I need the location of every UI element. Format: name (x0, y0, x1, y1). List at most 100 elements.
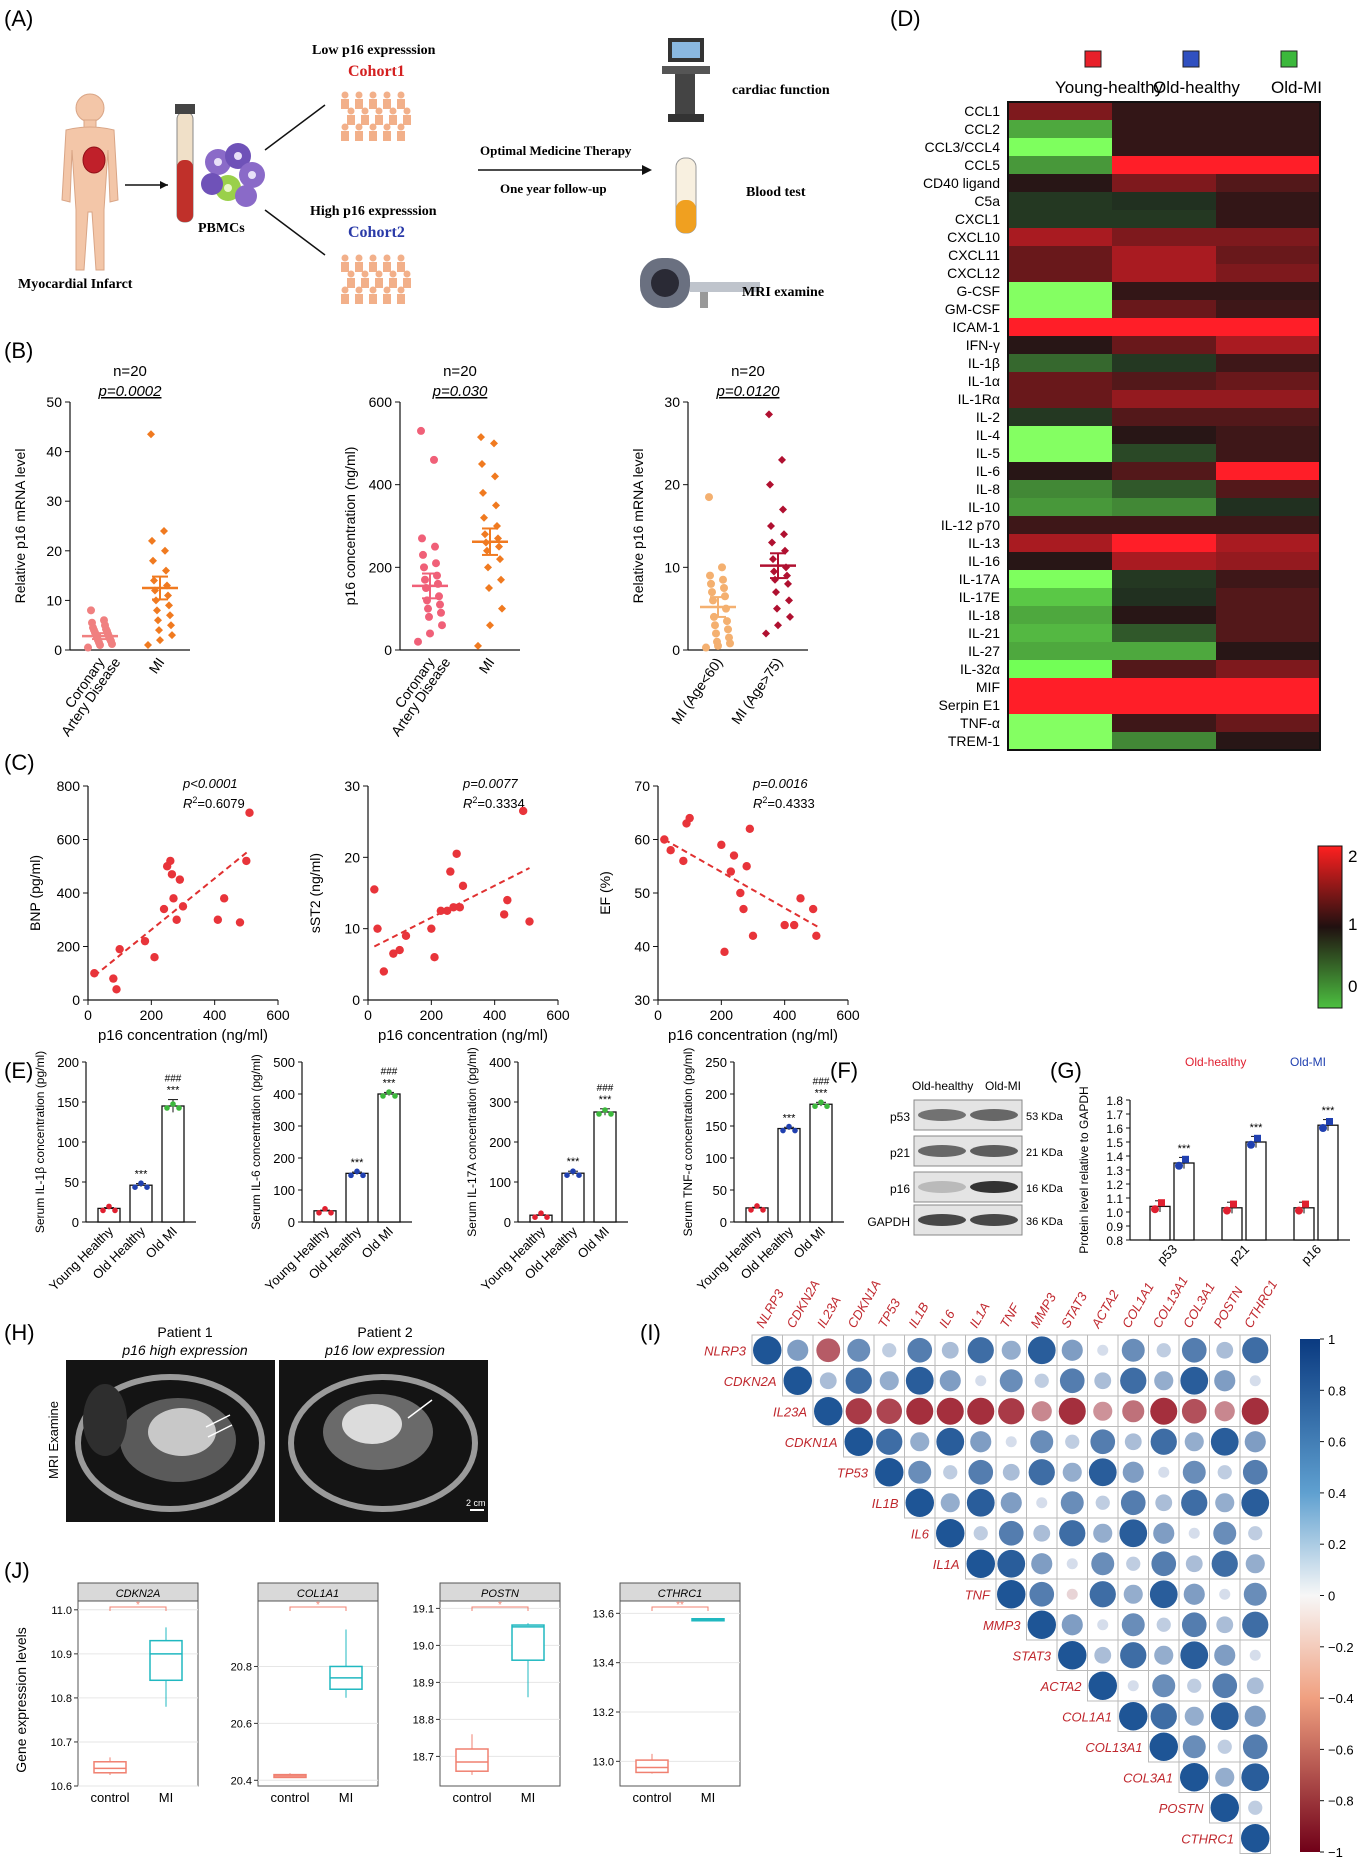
correlation-circle (1001, 1340, 1021, 1360)
person-body (397, 294, 405, 304)
heatmap-cell (1216, 480, 1320, 498)
data-point-diamond (495, 542, 503, 551)
significance-star: *** (599, 1094, 613, 1106)
person-head (383, 91, 391, 99)
colorbar-tick-label: −0.8 (1328, 1794, 1354, 1809)
heatmap-cell (1112, 156, 1216, 174)
data-point (538, 1210, 544, 1216)
heatmap-cell (1008, 390, 1112, 408)
person-body (389, 278, 397, 288)
correlation-circle (1248, 1800, 1263, 1815)
correlation-circle (905, 1366, 934, 1395)
data-point (100, 1207, 106, 1214)
therapy-label: Optimal Medicine Therapy (480, 143, 632, 158)
data-point (780, 1127, 786, 1134)
x-tick-label: 200 (140, 1007, 164, 1023)
x-tick-label: 0 (84, 1007, 92, 1023)
y-tick-label: 50 (713, 1183, 727, 1198)
correlation-circle (968, 1459, 994, 1485)
heatmap-cell (1112, 318, 1216, 336)
colorbar-tick-label: 0.2 (1328, 1537, 1346, 1552)
data-point (711, 621, 719, 630)
heatmap-cell (1008, 516, 1112, 534)
patient1-expression: p16 high expression (121, 1342, 248, 1358)
data-point-diamond (477, 433, 485, 442)
bar-chart-4: 0 50 100 150 200 250 Serum TNF-α concentration… (681, 1048, 844, 1294)
label-J: (J) (4, 1558, 30, 1583)
y-tick-label: 0 (720, 1215, 727, 1230)
patient2-label: Patient 2 (357, 1324, 412, 1340)
y-tick-label: 1.0 (1106, 1206, 1123, 1220)
data-point (328, 1210, 334, 1216)
data-point (812, 1103, 818, 1110)
heatmap-cell (1008, 408, 1112, 426)
data-point (1247, 1140, 1255, 1149)
correlation-circle (1216, 1616, 1234, 1634)
gene-title: POSTN (481, 1588, 519, 1600)
heatmap-row-label: CCL3/CCL4 (925, 139, 1001, 155)
colorbar-tick-label: 0.6 (1328, 1435, 1346, 1450)
cohort1-people-icon (341, 91, 411, 141)
person-body (383, 262, 391, 272)
row-gene-label: POSTN (1159, 1801, 1204, 1816)
x-tick-label: 600 (836, 1007, 860, 1023)
pbmcs-label: PBMCs (198, 221, 245, 236)
significance-star: * (498, 1600, 502, 1611)
heatmap-cell (1008, 732, 1112, 750)
heatmap-cell (1216, 588, 1320, 606)
data-point (824, 1103, 830, 1110)
correlation-circle (1242, 1337, 1269, 1364)
correlation-circle (997, 1580, 1026, 1609)
data-point (679, 856, 688, 866)
correlation-circle (1181, 1489, 1208, 1516)
y-tick-label: 400 (57, 885, 81, 901)
correlation-circle (1181, 1337, 1207, 1363)
data-point (1151, 1205, 1159, 1214)
correlation-circle (1242, 1459, 1268, 1485)
x-tick-label: 600 (266, 1007, 290, 1023)
data-point (373, 924, 382, 933)
y-tick-label: 100 (489, 1175, 511, 1190)
y-tick-label: 50 (65, 1175, 79, 1190)
data-point-square (1158, 1199, 1165, 1207)
correlation-circle (941, 1341, 959, 1359)
heatmap-cell (1112, 426, 1216, 444)
data-point (167, 870, 177, 879)
y-tick-label: 1.2 (1106, 1178, 1123, 1192)
correlation-circle (936, 1519, 965, 1548)
heatmap-cell (1112, 480, 1216, 498)
correlation-circle (1242, 1611, 1269, 1638)
correlation-circle (1211, 1550, 1238, 1577)
correlation-circle (1241, 1763, 1270, 1792)
heatmap-cell (1112, 210, 1216, 228)
data-point (723, 617, 731, 626)
legend-label: Young-healthy (1055, 78, 1164, 97)
correlation-circle (1031, 1553, 1053, 1575)
data-point (379, 967, 389, 976)
y-tick-label: 40 (46, 444, 62, 460)
data-point (418, 534, 426, 543)
correlation-circle (819, 1372, 837, 1390)
data-point-diamond (167, 621, 175, 630)
correlation-circle (1184, 1432, 1204, 1452)
blot-col-old-mi: Old-MI (985, 1079, 1021, 1093)
y-tick-label: 18.7 (413, 1751, 434, 1763)
label-A: (A) (4, 6, 33, 31)
heatmap-cell (1216, 336, 1320, 354)
correlation-plot-3: 30 40 50 60 70 0 200 400 600 p16 concentration (n… (597, 776, 860, 1044)
colorbar-mid: 1 (1348, 915, 1357, 934)
correlation-circle (1061, 1339, 1083, 1361)
correlation-circle (1181, 1398, 1207, 1424)
panel-labels: (A) (B) (C) (D) (E) (F) (G) (H) (I) (J) (4, 6, 1082, 1583)
correlation-circle (1123, 1584, 1143, 1604)
correlation-circle (1180, 1763, 1209, 1792)
heatmap-cell (1112, 678, 1216, 696)
correlation-circle (1154, 1371, 1174, 1391)
x-category-label: MI (Age<60) (668, 655, 726, 728)
y-tick-label: 0 (504, 1215, 511, 1230)
data-point-diamond (778, 455, 786, 464)
y-tick-label: 1.1 (1106, 1192, 1123, 1206)
heatmap-row-label: IL-8 (976, 481, 1000, 497)
correlation-circle (1058, 1641, 1087, 1670)
heatmap-row-label: IL-12 p70 (941, 517, 1000, 533)
